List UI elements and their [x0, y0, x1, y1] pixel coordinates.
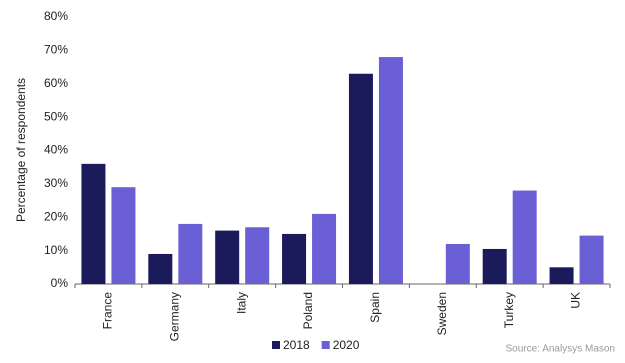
x-tick-label: Spain — [368, 292, 382, 323]
bar — [482, 248, 507, 284]
source: Source: Analysys Mason — [506, 344, 616, 355]
y-tick-label: 30% — [44, 176, 68, 190]
legend-label: 2020 — [333, 338, 360, 352]
y-tick-label: 80% — [44, 9, 68, 23]
y-tick-label: 70% — [44, 43, 68, 57]
y-tick-label: 20% — [44, 209, 68, 223]
bar — [512, 190, 537, 284]
x-tick-label: Poland — [301, 292, 315, 329]
x-tick-label: Germany — [167, 292, 181, 341]
y-tick-label: 50% — [44, 109, 68, 123]
bar — [245, 227, 270, 284]
legend-swatch — [321, 341, 330, 349]
bar — [81, 163, 106, 284]
bar — [178, 223, 203, 284]
y-tick-label: 0% — [51, 276, 69, 290]
x-tick-label: UK — [569, 292, 583, 309]
bar — [215, 230, 240, 284]
legend-label: 2018 — [283, 338, 310, 352]
y-axis-label: Percentage of respondents — [14, 78, 28, 222]
bar — [148, 253, 173, 284]
bar — [549, 267, 574, 284]
y-tick-label: 10% — [44, 243, 68, 257]
y-tick-label: 60% — [44, 76, 68, 90]
legend-swatch — [272, 341, 280, 349]
bar — [378, 57, 403, 284]
x-tick-label: Italy — [234, 292, 248, 314]
bar — [282, 233, 307, 284]
bar — [348, 73, 373, 284]
x-tick-label: Turkey — [502, 292, 516, 328]
y-tick-label: 40% — [44, 143, 68, 157]
bar — [312, 213, 337, 284]
x-tick-label: France — [101, 292, 115, 330]
x-tick-label: Sweden — [435, 292, 449, 335]
bar — [111, 187, 136, 284]
bar — [445, 243, 470, 284]
bar — [579, 235, 604, 284]
